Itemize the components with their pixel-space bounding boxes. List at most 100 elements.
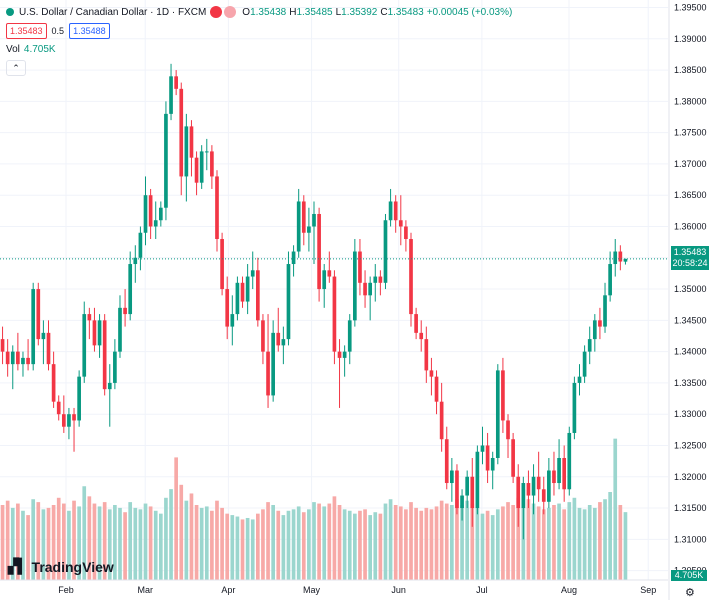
volume-bar <box>82 486 87 580</box>
volume-bar <box>557 503 561 580</box>
volume-bar <box>164 497 168 580</box>
y-tick-label: 1.34000 <box>674 347 707 357</box>
collapse-legend-button[interactable]: ⌃ <box>6 60 26 76</box>
buy-button[interactable]: 1.35488 <box>69 23 110 39</box>
candle-body <box>470 476 475 509</box>
x-tick-label: Mar <box>137 585 153 595</box>
y-tick-label: 1.31000 <box>674 534 707 544</box>
candle-body <box>225 289 230 327</box>
grid <box>0 0 668 580</box>
candle-body <box>419 332 424 340</box>
alert-icon[interactable] <box>224 6 237 18</box>
legend: U.S. Dollar / Canadian Dollar · 1D · FXC… <box>6 4 512 76</box>
volume-bar <box>67 510 71 580</box>
spread-value: 0.5 <box>51 26 65 36</box>
candle-body <box>245 276 250 302</box>
volume-bar <box>465 500 470 580</box>
candle-body <box>414 314 418 333</box>
volume-bar <box>281 515 286 580</box>
candle-body <box>552 470 556 484</box>
low-value: 1.35392 <box>341 6 378 18</box>
sell-button[interactable]: 1.35483 <box>6 23 47 39</box>
tradingview-logo[interactable]: ▞▍ TradingView <box>8 558 114 575</box>
volume-bar <box>148 506 153 580</box>
candle-body <box>521 483 526 509</box>
volume-bar <box>450 505 454 580</box>
volume-bar <box>0 505 5 580</box>
candle-body <box>189 126 194 158</box>
candle-body <box>541 489 546 502</box>
volume-bar <box>261 509 265 580</box>
volume-bar <box>235 516 240 580</box>
volume-bar <box>184 500 189 580</box>
candle-body <box>322 270 327 290</box>
volume-bar <box>296 506 301 580</box>
candle-body <box>516 476 521 509</box>
volume-bar <box>455 499 459 580</box>
y-tick-label: 1.33000 <box>674 409 707 419</box>
x-tick-label: Jul <box>476 585 488 595</box>
candle-body <box>10 351 15 365</box>
candle-body <box>153 220 158 227</box>
volume-bar <box>587 505 592 580</box>
volume-bar <box>189 493 194 580</box>
candle-body <box>501 370 505 421</box>
y-tick-label: 1.38500 <box>674 65 707 75</box>
volume-label[interactable]: Vol <box>6 43 20 55</box>
volume-bar <box>460 505 464 580</box>
volume-bar <box>225 513 230 580</box>
volume-bar <box>495 509 500 580</box>
volume-bar <box>87 496 92 580</box>
chevron-up-icon: ⌃ <box>12 62 20 73</box>
volume-bar <box>199 507 204 580</box>
candle-body <box>174 76 178 89</box>
candle-body <box>26 357 30 365</box>
volume-bar <box>490 515 495 580</box>
candle-body <box>87 314 92 321</box>
volume-bar <box>271 505 275 580</box>
y-tick-label: 1.34500 <box>674 315 707 325</box>
volume-bar <box>276 510 281 580</box>
volume-bar <box>266 502 270 580</box>
candle-body <box>531 476 536 496</box>
candle-body <box>393 201 398 221</box>
candle-body <box>291 251 296 265</box>
candle-body <box>21 357 25 365</box>
candle-body <box>51 364 56 402</box>
candle-body <box>133 257 138 265</box>
volume-bar <box>613 438 618 580</box>
candle-body <box>16 351 20 365</box>
y-tick-label: 1.36500 <box>674 190 707 200</box>
status-dot-icon <box>6 8 14 16</box>
volume-bar <box>72 500 76 580</box>
candle-body <box>138 232 143 258</box>
candle-body <box>128 264 133 315</box>
volume-bar <box>506 502 510 580</box>
candle-body <box>434 376 439 402</box>
gear-icon[interactable]: ⚙ <box>685 587 695 599</box>
volume-bar <box>41 509 46 580</box>
flag-icon[interactable] <box>210 6 223 18</box>
volume-bar <box>240 519 245 580</box>
volume-legend-row: Vol 4.705K <box>6 41 512 57</box>
candle-body <box>557 457 561 484</box>
candle-body <box>608 264 612 296</box>
symbol-title[interactable]: U.S. Dollar / Canadian Dollar · 1D · FXC… <box>19 6 207 18</box>
candle-body <box>332 276 337 352</box>
candle-body <box>618 251 623 262</box>
candle-body <box>383 220 388 283</box>
candle-body <box>301 201 306 233</box>
volume-bar <box>398 506 403 580</box>
candle-body <box>582 351 587 377</box>
candle-body <box>215 176 219 240</box>
volume-bar <box>337 505 342 580</box>
volume-bar <box>608 492 612 580</box>
candle-body <box>184 126 189 177</box>
candle-body <box>240 282 245 302</box>
candle-body <box>424 339 429 371</box>
volume-bar <box>194 505 199 580</box>
candle-body <box>230 314 235 327</box>
candle-body <box>179 88 184 177</box>
